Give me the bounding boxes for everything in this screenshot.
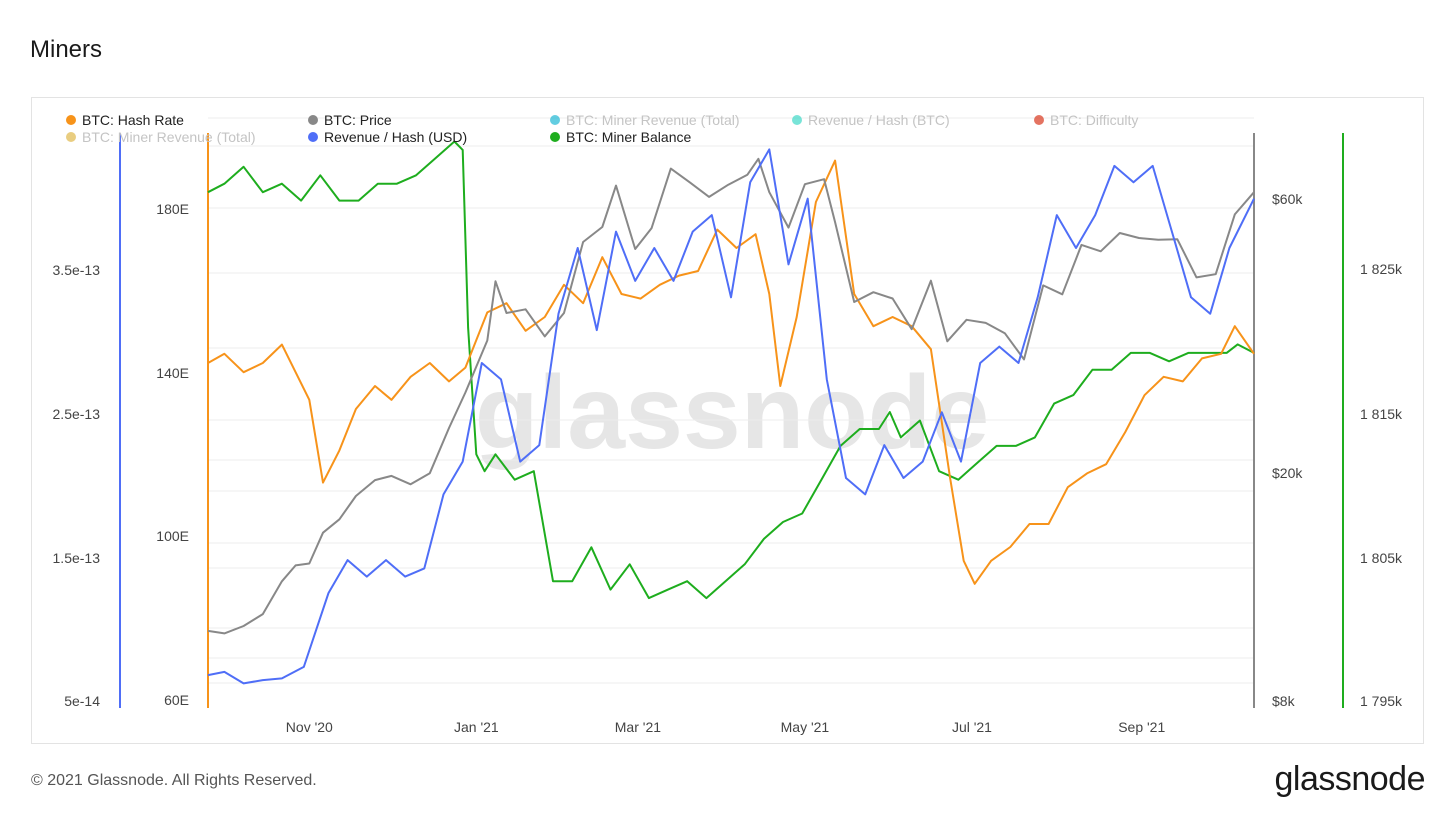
hash-rate-tick-label: 60E bbox=[164, 692, 189, 708]
revenue-hash-usd-line bbox=[207, 148, 1255, 685]
price-tick-label: $60k bbox=[1272, 191, 1303, 207]
legend-item[interactable]: Revenue / Hash (USD) bbox=[324, 129, 467, 145]
legend-swatch[interactable] bbox=[66, 132, 76, 142]
glassnode-logo: glassnode bbox=[1274, 760, 1425, 798]
miner-balance-tick-label: 1 815k bbox=[1360, 406, 1403, 422]
chart: glassnode 3.5e-13 2.5e-13 1.5e-13 5e-14 180E 1… bbox=[53, 112, 1404, 735]
x-tick-label: Sep '21 bbox=[1118, 719, 1165, 735]
legend-item[interactable]: BTC: Miner Balance bbox=[566, 129, 691, 145]
legend-swatch[interactable] bbox=[308, 115, 318, 125]
revenue-hash-tick-label: 2.5e-13 bbox=[53, 406, 101, 422]
x-tick-label: Jul '21 bbox=[952, 719, 992, 735]
legend-item[interactable]: BTC: Difficulty bbox=[1050, 112, 1138, 128]
legend-item[interactable]: BTC: Miner Revenue (Total) bbox=[82, 129, 256, 145]
miner-balance-line bbox=[207, 140, 1255, 600]
revenue-hash-tick-label: 3.5e-13 bbox=[53, 262, 101, 278]
legend-swatch[interactable] bbox=[792, 115, 802, 125]
price-tick-label: $20k bbox=[1272, 465, 1303, 481]
page-title: Miners bbox=[30, 36, 103, 63]
miner-balance-tick-label: 1 825k bbox=[1360, 261, 1403, 277]
hash-rate-tick-label: 180E bbox=[156, 201, 189, 217]
legend-item[interactable]: BTC: Price bbox=[324, 112, 392, 128]
miner-balance-tick-label: 1 805k bbox=[1360, 550, 1403, 566]
legend-item[interactable]: BTC: Hash Rate bbox=[82, 112, 184, 128]
revenue-hash-tick-label: 5e-14 bbox=[64, 693, 100, 709]
miner-balance-tick-label: 1 795k bbox=[1360, 693, 1403, 709]
watermark: glassnode bbox=[475, 355, 989, 471]
legend-item[interactable]: BTC: Miner Revenue (Total) bbox=[566, 112, 740, 128]
legend-swatch[interactable] bbox=[1034, 115, 1044, 125]
price-tick-label: $8k bbox=[1272, 693, 1296, 709]
x-tick-label: Mar '21 bbox=[615, 719, 661, 735]
legend-swatch[interactable] bbox=[550, 115, 560, 125]
price-line bbox=[207, 157, 1255, 635]
footer-copyright: © 2021 Glassnode. All Rights Reserved. bbox=[31, 772, 317, 789]
legend-swatch[interactable] bbox=[308, 132, 318, 142]
hash-rate-tick-label: 100E bbox=[156, 528, 189, 544]
legend-swatch[interactable] bbox=[550, 132, 560, 142]
chart-frame: glassnode 3.5e-13 2.5e-13 1.5e-13 5e-14 180E 1… bbox=[31, 97, 1424, 744]
hash-rate-line bbox=[207, 159, 1255, 585]
hash-rate-tick-label: 140E bbox=[156, 365, 189, 381]
x-tick-label: May '21 bbox=[781, 719, 830, 735]
x-tick-label: Nov '20 bbox=[286, 719, 333, 735]
legend-item[interactable]: Revenue / Hash (BTC) bbox=[808, 112, 950, 128]
revenue-hash-tick-label: 1.5e-13 bbox=[53, 550, 101, 566]
legend-swatch[interactable] bbox=[66, 115, 76, 125]
x-tick-label: Jan '21 bbox=[454, 719, 499, 735]
